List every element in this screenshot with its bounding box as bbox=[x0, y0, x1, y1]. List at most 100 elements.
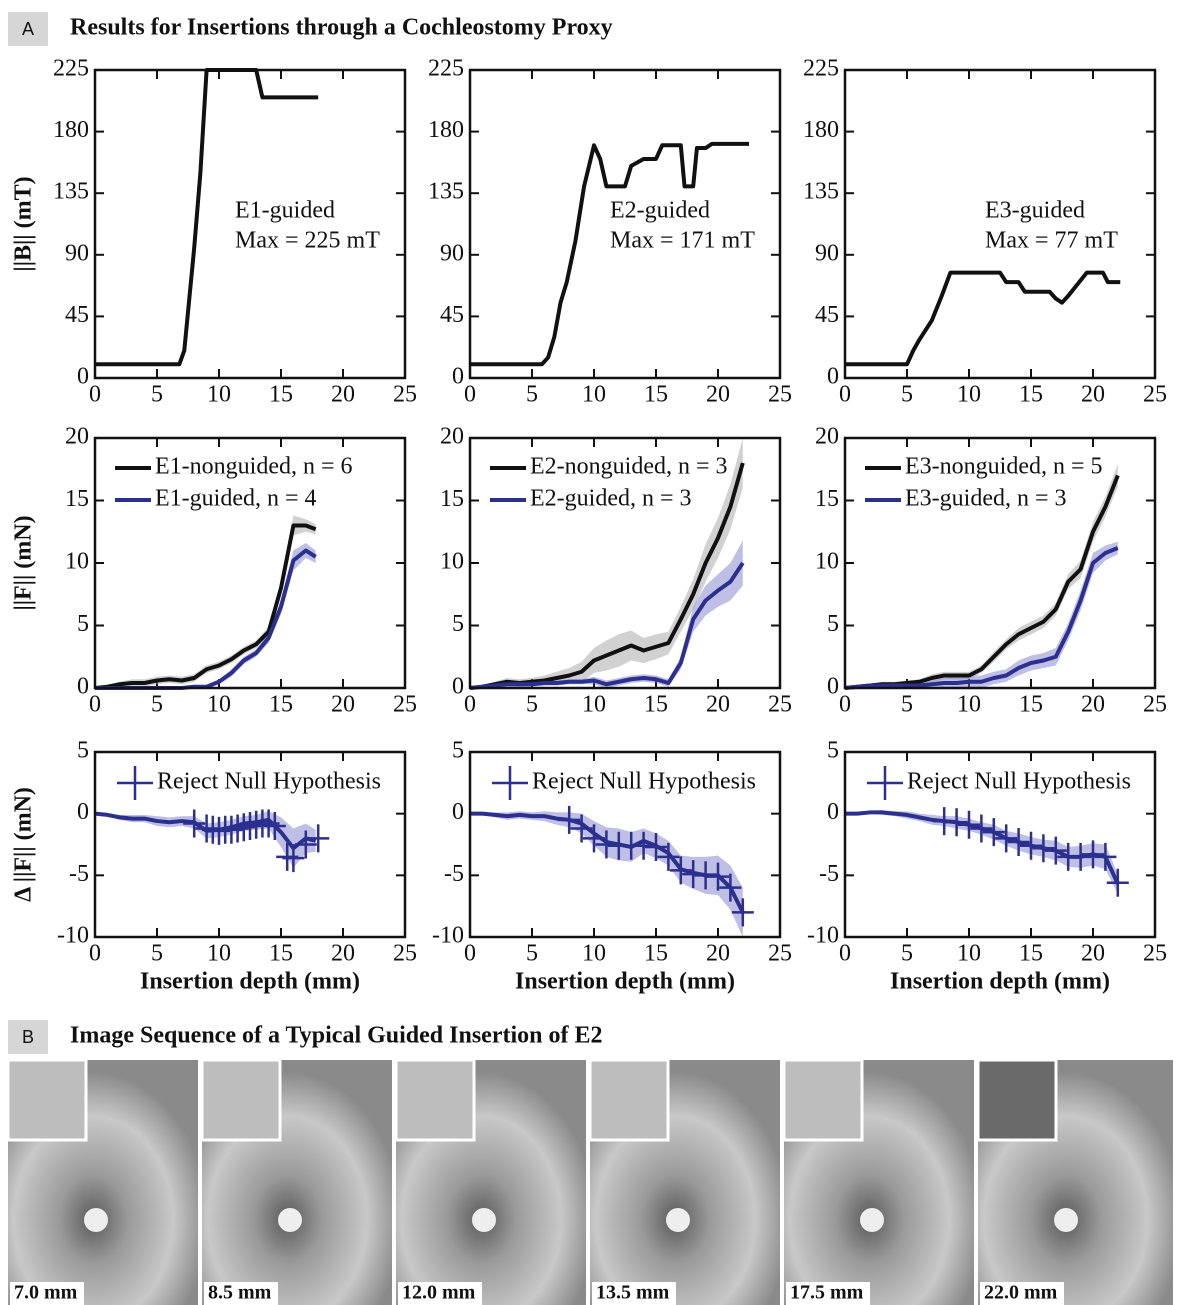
x-tick-label: 20 bbox=[1081, 692, 1105, 718]
reject-marker bbox=[707, 862, 729, 891]
reject-marker bbox=[731, 898, 754, 927]
image-caption: 7.0 mm bbox=[14, 1282, 78, 1304]
y-tick-label: 180 bbox=[53, 117, 89, 143]
reject-marker bbox=[970, 814, 993, 843]
y-axis-label: ||B|| (mT) bbox=[11, 176, 37, 271]
x-tick-label: 5 bbox=[901, 382, 913, 408]
y-tick-label: 0 bbox=[827, 674, 839, 700]
x-tick-label: 15 bbox=[1019, 692, 1043, 718]
reject-marker bbox=[558, 805, 581, 834]
y-tick-label: 5 bbox=[77, 738, 89, 764]
legend-label: E3-nonguided, n = 5 bbox=[905, 454, 1103, 480]
y-tick-label: 225 bbox=[53, 56, 89, 82]
y-tick-label: 5 bbox=[452, 738, 464, 764]
x-axis-label: Insertion depth (mm) bbox=[890, 969, 1110, 995]
x-tick-label: 0 bbox=[464, 941, 476, 967]
x-tick-label: 0 bbox=[89, 941, 101, 967]
x-tick-label: 5 bbox=[151, 692, 163, 718]
y-axis-label: ||F|| (mN) bbox=[11, 515, 37, 610]
x-tick-label: 25 bbox=[768, 382, 792, 408]
y-tick-label: 15 bbox=[65, 486, 89, 512]
plot-frame bbox=[468, 436, 782, 690]
reject-marker bbox=[183, 809, 206, 838]
x-tick-label: 0 bbox=[464, 692, 476, 718]
x-tick-label: 5 bbox=[526, 692, 538, 718]
y-tick-label: 0 bbox=[77, 674, 89, 700]
x-tick-label: 0 bbox=[89, 382, 101, 408]
y-tick-label: 10 bbox=[65, 549, 89, 575]
image-caption: 8.5 mm bbox=[208, 1282, 272, 1304]
y-tick-label: 0 bbox=[452, 674, 464, 700]
y-tick-label: -10 bbox=[57, 923, 89, 949]
annotation: Max = 171 mT bbox=[610, 228, 755, 254]
x-tick-label: 15 bbox=[269, 382, 293, 408]
reject-marker bbox=[570, 814, 593, 843]
data-line bbox=[469, 561, 745, 690]
x-tick-label: 15 bbox=[1019, 941, 1043, 967]
y-tick-label: -5 bbox=[819, 861, 839, 887]
legend-label: E1-nonguided, n = 6 bbox=[155, 454, 353, 480]
image-frame: 12.0 mm bbox=[394, 1058, 586, 1305]
x-tick-label: 25 bbox=[1143, 382, 1167, 408]
y-tick-label: 5 bbox=[827, 738, 839, 764]
y-tick-label: -5 bbox=[444, 861, 464, 887]
y-tick-label: 135 bbox=[53, 179, 89, 205]
x-tick-label: 15 bbox=[269, 941, 293, 967]
y-tick-label: 5 bbox=[827, 611, 839, 637]
reject-marker bbox=[282, 844, 305, 873]
panel-label: B bbox=[22, 1027, 34, 1047]
x-tick-label: 10 bbox=[582, 692, 606, 718]
x-tick-label: 10 bbox=[207, 382, 231, 408]
reject-marker bbox=[583, 824, 605, 853]
x-tick-label: 10 bbox=[957, 941, 981, 967]
plot-frame bbox=[468, 750, 782, 939]
y-tick-label: 0 bbox=[827, 364, 839, 390]
reject-marker bbox=[263, 812, 286, 840]
x-tick-label: 20 bbox=[331, 692, 355, 718]
x-tick-label: 25 bbox=[768, 692, 792, 718]
data-line bbox=[94, 523, 317, 690]
reject-marker bbox=[1069, 842, 1092, 871]
image-frame: 13.5 mm bbox=[588, 1058, 780, 1305]
x-tick-label: 10 bbox=[957, 692, 981, 718]
y-tick-label: 5 bbox=[77, 611, 89, 637]
x-tick-label: 0 bbox=[839, 941, 851, 967]
x-tick-label: 0 bbox=[839, 692, 851, 718]
x-tick-label: 15 bbox=[644, 941, 668, 967]
legend-label: E3-guided, n = 3 bbox=[905, 486, 1067, 512]
y-tick-label: 10 bbox=[815, 549, 839, 575]
x-tick-label: 10 bbox=[957, 382, 981, 408]
y-tick-label: 15 bbox=[440, 486, 464, 512]
y-tick-label: 135 bbox=[428, 179, 464, 205]
plot-frame bbox=[468, 68, 782, 380]
reject-marker bbox=[1106, 868, 1129, 897]
reject-marker bbox=[307, 824, 330, 853]
x-tick-label: 5 bbox=[901, 941, 913, 967]
plot-frame bbox=[93, 436, 407, 690]
y-tick-label: 20 bbox=[65, 424, 89, 450]
image-caption: 22.0 mm bbox=[984, 1282, 1058, 1304]
y-tick-label: 45 bbox=[815, 302, 839, 328]
image-frame: 8.5 mm bbox=[200, 1058, 392, 1305]
x-tick-label: 15 bbox=[644, 692, 668, 718]
legend-label: E2-nonguided, n = 3 bbox=[530, 454, 728, 480]
reject-marker bbox=[945, 808, 968, 837]
y-tick-label: 90 bbox=[440, 240, 464, 266]
y-tick-label: 180 bbox=[803, 117, 839, 143]
x-tick-label: 20 bbox=[706, 941, 730, 967]
x-tick-label: 5 bbox=[526, 941, 538, 967]
y-tick-label: 0 bbox=[452, 799, 464, 825]
y-tick-label: 5 bbox=[452, 611, 464, 637]
image-frame: 17.5 mm bbox=[782, 1058, 974, 1305]
panel-label: A bbox=[22, 19, 34, 39]
y-tick-label: 90 bbox=[815, 240, 839, 266]
x-tick-label: 20 bbox=[331, 941, 355, 967]
data-line bbox=[470, 141, 749, 367]
reject-marker bbox=[669, 856, 692, 885]
x-tick-label: 5 bbox=[901, 692, 913, 718]
x-tick-label: 5 bbox=[151, 941, 163, 967]
x-tick-label: 0 bbox=[839, 382, 851, 408]
x-tick-label: 20 bbox=[331, 382, 355, 408]
legend-label: Reject Null Hypothesis bbox=[157, 769, 381, 795]
